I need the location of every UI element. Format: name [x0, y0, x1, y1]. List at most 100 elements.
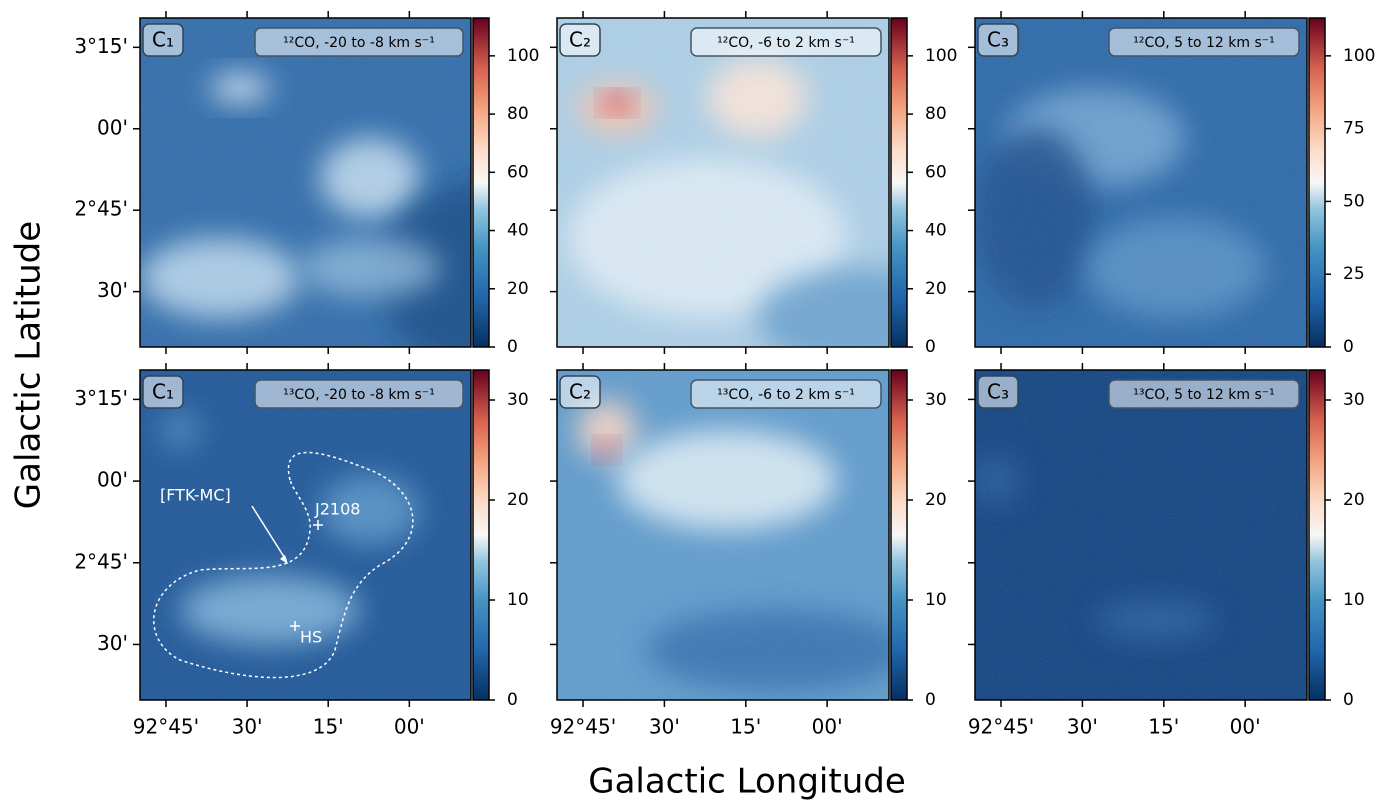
- colorbar-tick-label: 80: [925, 104, 947, 124]
- noise: [975, 370, 1307, 700]
- x-tick-label: 30': [232, 715, 263, 739]
- source-label: J2108: [314, 500, 360, 519]
- x-tick-label: 92°45': [550, 715, 616, 739]
- annotation: ¹³CO, 5 to 12 km s⁻¹: [1133, 387, 1275, 403]
- colorbar-tick-label: 10: [1343, 590, 1365, 610]
- x-tick-label: 15': [313, 715, 344, 739]
- colorbar: [1308, 369, 1326, 701]
- frame: [556, 17, 890, 348]
- y-tick-label: 2°45': [74, 549, 128, 573]
- annotation: ¹²CO, -6 to 2 km s⁻¹: [717, 35, 855, 51]
- colorbar-tick-label: 40: [925, 221, 947, 241]
- arrow-head: [280, 555, 288, 564]
- panel-label-box: [559, 23, 601, 57]
- heatmap-image: [975, 370, 1307, 700]
- panel: C₂ ¹²CO, -6 to 2 km s⁻¹ 0 20 40 60 80 100: [550, 11, 957, 357]
- source-label: [FTK-MC]: [160, 486, 231, 505]
- colorbar-tick-label: 40: [507, 221, 529, 241]
- colorbar-tick-label: 60: [925, 162, 947, 182]
- annotation-box: [254, 27, 464, 57]
- heatmap-image: [140, 18, 471, 347]
- region-contour: [153, 451, 414, 679]
- colorbar-tick-label: 0: [1343, 337, 1354, 357]
- y-tick-label: 3°15': [74, 34, 128, 58]
- panel-label: C₂: [569, 380, 591, 404]
- colorbar-tick-label: 50: [1343, 191, 1365, 211]
- colorbar: [1308, 17, 1326, 348]
- colorbar-tick-label: 80: [507, 104, 529, 124]
- y-tick-label: 00': [97, 468, 128, 492]
- colorbar-tick-label: 0: [925, 690, 936, 710]
- panel-label-box: [142, 23, 184, 57]
- panel-label-box: [142, 375, 184, 409]
- annotation-box: [254, 379, 464, 409]
- colorbar-tick-label: 0: [507, 337, 518, 357]
- colorbar-tick-label: 20: [1343, 490, 1365, 510]
- y-tick-label: 30': [97, 631, 128, 655]
- noise: [975, 18, 1307, 347]
- annotation: ¹²CO, 5 to 12 km s⁻¹: [1133, 35, 1275, 51]
- annotation-box: [690, 379, 882, 409]
- frame: [139, 369, 472, 701]
- x-tick-label: 00': [812, 715, 843, 739]
- colorbar-tick-label: 20: [925, 279, 947, 299]
- colorbar: [890, 369, 908, 701]
- panel-label: C₃: [987, 28, 1009, 52]
- colorbar-tick-label: 100: [925, 46, 957, 66]
- colorbar: [890, 17, 908, 348]
- panel-label: C₁: [152, 28, 174, 52]
- annotation: ¹³CO, -20 to -8 km s⁻¹: [283, 387, 435, 403]
- noise: [557, 18, 889, 347]
- colorbar: [472, 369, 490, 701]
- colorbar-tick-label: 20: [507, 490, 529, 510]
- x-tick-label: 30': [649, 715, 680, 739]
- x-tick-label: 15': [1148, 715, 1179, 739]
- marker: [290, 520, 323, 631]
- x-tick-label: 92°45': [133, 715, 199, 739]
- noise: [140, 370, 471, 700]
- x-tick-label: 15': [730, 715, 761, 739]
- colorbar-tick-label: 0: [925, 337, 936, 357]
- heatmap-image: [140, 370, 471, 700]
- panel-label: C₁: [152, 380, 174, 404]
- colorbar-tick-label: 20: [507, 279, 529, 299]
- panel: 3°15' 00' 2°45' 30' C₁ ¹²CO, -20 to -8 km s⁻¹…: [74, 11, 539, 357]
- annotation-box: [1108, 27, 1300, 57]
- noise: [140, 18, 471, 347]
- y-tick-label: 2°45': [74, 197, 128, 221]
- frame: [974, 369, 1308, 701]
- colorbar-tick-label: 25: [1343, 264, 1365, 284]
- y-tick-label: 30': [97, 278, 128, 302]
- annotation: ¹²CO, -20 to -8 km s⁻¹: [283, 35, 435, 51]
- y-tick-label: 3°15': [74, 386, 128, 410]
- panel-label: C₂: [569, 28, 591, 52]
- x-tick-label: 00': [394, 715, 425, 739]
- heatmap-image: [557, 370, 889, 700]
- y-axis-label: Galactic Latitude: [9, 221, 49, 509]
- y-tick-label: 00': [97, 115, 128, 139]
- colorbar-tick-label: 100: [507, 46, 539, 66]
- colorbar-tick-label: 100: [1343, 46, 1375, 66]
- panel-label-box: [977, 23, 1019, 57]
- colorbar-tick-label: 0: [507, 690, 518, 710]
- frame: [974, 17, 1308, 348]
- x-tick-label: 00': [1230, 715, 1261, 739]
- source-label: HS: [300, 628, 322, 647]
- noise: [557, 370, 889, 700]
- x-axis-label: Galactic Longitude: [588, 762, 906, 802]
- colorbar-tick-label: 0: [1343, 690, 1354, 710]
- panel-label-box: [559, 375, 601, 409]
- panel: 92°45' 30' 15' 00' 3°15' 00' 2°45' 30' C₁ ¹³CO, -…: [74, 363, 529, 739]
- panel: C₃ ¹²CO, 5 to 12 km s⁻¹ 0 25 50 75 100: [968, 11, 1375, 357]
- annotation-box: [690, 27, 882, 57]
- colorbar-tick-label: 30: [507, 390, 529, 410]
- x-tick-label: 30': [1067, 715, 1098, 739]
- panel-label-box: [977, 375, 1019, 409]
- colorbar: [472, 17, 490, 348]
- colorbar-tick-label: 60: [507, 162, 529, 182]
- colorbar-tick-label: 10: [925, 590, 947, 610]
- heatmap-image: [557, 18, 889, 347]
- panel: 92°45' 30' 15' 00' C₃ ¹³CO, 5 to 12 km s⁻¹ 0 10…: [968, 363, 1365, 739]
